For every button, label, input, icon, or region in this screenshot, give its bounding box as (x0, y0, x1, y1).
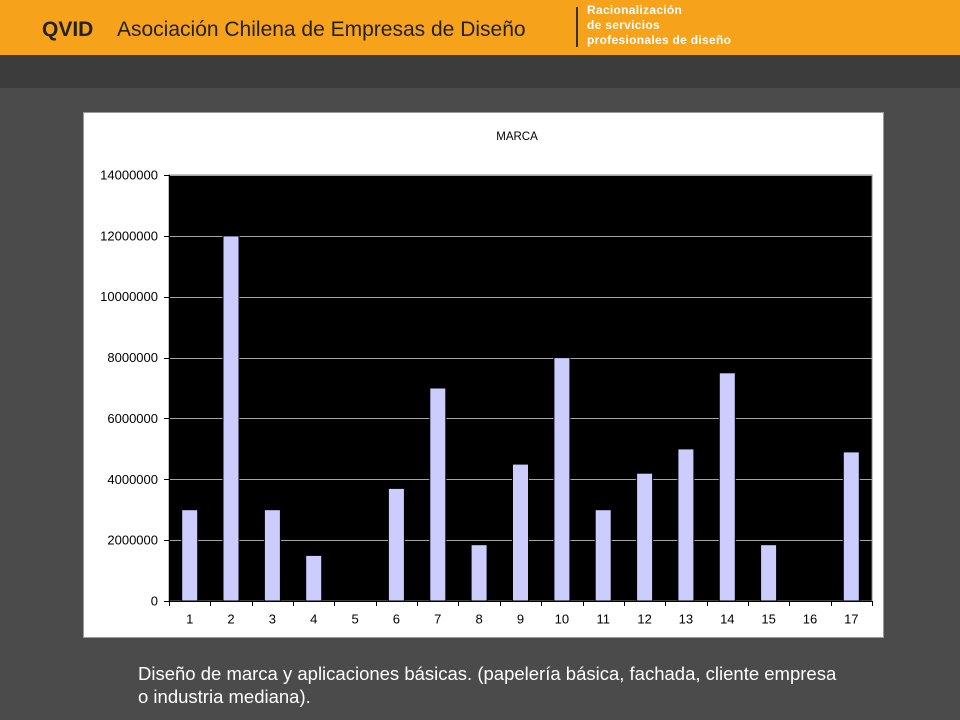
y-tick-label: 12000000 (100, 228, 158, 243)
x-tick-label: 12 (637, 612, 651, 627)
bar (181, 509, 199, 602)
y-tick-label: 8000000 (107, 350, 158, 365)
header-divider (576, 7, 578, 47)
bar (636, 472, 654, 602)
organization-name: Asociación Chilena de Empresas de Diseño (117, 18, 526, 41)
x-tick-label: 7 (434, 612, 441, 627)
top-band (0, 55, 960, 88)
y-tick-label: 10000000 (100, 289, 158, 304)
y-tick-label: 2000000 (107, 533, 158, 548)
bar (512, 463, 529, 602)
x-tick-label: 9 (517, 612, 524, 627)
caption-line: Diseño de marca y aplicaciones básicas. … (138, 663, 837, 684)
bar (718, 372, 736, 602)
x-tick-label: 11 (596, 612, 610, 627)
x-tick-label: 1 (186, 612, 193, 627)
x-tick-label: 2 (227, 612, 234, 627)
x-tick-label: 4 (310, 612, 317, 627)
caption: Diseño de marca y aplicaciones básicas. … (138, 662, 836, 708)
bar (222, 235, 240, 602)
bar (677, 448, 695, 602)
brand-name: QVID (42, 18, 94, 41)
y-tick-label: 0 (151, 594, 158, 609)
bar (842, 451, 860, 602)
tagline-line: de servicios (587, 18, 660, 32)
bar (429, 387, 447, 602)
y-tick-label: 4000000 (107, 472, 158, 487)
bar (387, 487, 405, 602)
bar-chart: MARCA 0 2000000 4000000 6000000 8000000 10000… (100, 131, 873, 627)
x-tick-label: 14 (720, 612, 734, 627)
x-tick-label: 10 (555, 612, 569, 627)
tagline: Racionalización de servicios profesional… (587, 3, 731, 48)
bar (553, 357, 571, 602)
header-bar: QVID Asociación Chilena de Empresas de D… (0, 0, 960, 55)
x-tick-label: 13 (679, 612, 693, 627)
x-tick-label: 5 (351, 612, 358, 627)
bar (760, 544, 778, 602)
bar (263, 509, 281, 602)
y-tick-label: 14000000 (100, 168, 158, 183)
x-tick-label: 3 (269, 612, 276, 627)
bar (305, 554, 323, 602)
chart-title: MARCA (496, 131, 538, 143)
x-tick-label: 15 (761, 612, 775, 627)
plot-layer: 0 2000000 4000000 6000000 8000000 10000000 120… (100, 168, 873, 627)
x-tick-label: 17 (844, 612, 858, 627)
y-tick-label: 6000000 (107, 411, 158, 426)
bar (470, 544, 488, 602)
x-tick-label: 8 (475, 612, 482, 627)
caption-line: o industria mediana). (138, 686, 311, 707)
bar (594, 509, 612, 602)
chart-panel: MARCA 0 2000000 4000000 6000000 8000000 10000… (84, 113, 883, 637)
x-tick-label: 6 (393, 612, 400, 627)
x-tick-label: 16 (803, 612, 817, 627)
tagline-line: Racionalización (587, 3, 683, 17)
tagline-line: profesionales de diseño (587, 33, 732, 47)
